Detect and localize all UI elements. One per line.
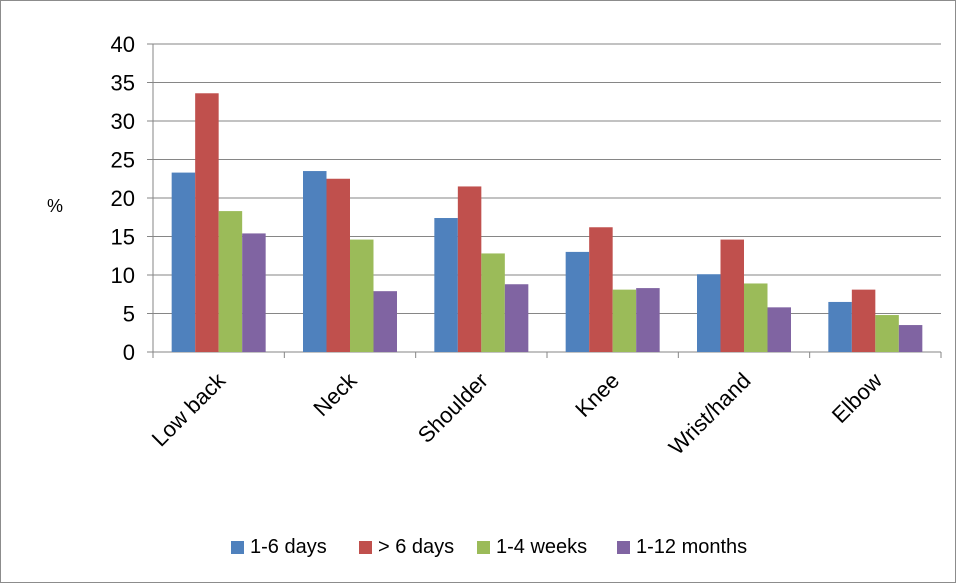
y-tick-label: 10 [111,263,135,288]
gridlines [153,43,941,314]
bar-shoulder-series-4 [504,284,529,352]
bars [171,93,923,352]
x-axis-categories: Low back Neck Shoulder Knee Wrist/hand Elbow [147,367,887,459]
bar-wrist-hand-series-1 [697,274,721,352]
bar-shoulder-series-2 [457,186,482,352]
legend-label: 1-6 days [250,536,327,558]
y-tick-label: 20 [111,186,135,211]
bar-knee-series-4 [636,288,660,352]
bar-knee-series-2 [589,227,613,352]
bar-shoulder-series-3 [481,253,505,352]
y-tick-label: 30 [111,109,135,134]
legend-swatch [359,541,372,554]
axes [147,43,942,358]
bar-neck-series-3 [350,239,374,352]
y-tick-label: 5 [123,302,135,327]
x-category-label: Low back [147,367,231,451]
bar-elbow-series-1 [828,301,852,352]
bar-wrist-hand-series-4 [767,307,791,352]
x-category-label: Neck [308,367,362,421]
bar-neck-series-2 [326,178,350,352]
y-tick-label: 0 [123,340,135,365]
bar-knee-series-3 [612,289,637,352]
legend: 1-6 days > 6 days 1-4 weeks 1-12 months [231,536,747,558]
bar-low-back-series-4 [242,233,266,352]
y-tick-label: 15 [111,225,135,250]
bar-low-back-series-3 [218,211,243,352]
y-tick-label: 25 [111,148,135,173]
bar-elbow-series-3 [875,315,899,352]
y-tick-label: 35 [111,71,135,96]
legend-swatch [617,541,630,554]
bar-low-back-series-1 [171,172,196,352]
bar-wrist-hand-series-2 [720,239,744,352]
bar-elbow-series-2 [851,289,876,352]
legend-label: 1-4 weeks [496,536,587,558]
bar-wrist-hand-series-3 [744,283,768,352]
x-category-label: Elbow [827,368,887,428]
bar-neck-series-4 [373,291,397,352]
legend-swatch [231,541,244,554]
bar-knee-series-1 [565,251,590,352]
bar-neck-series-1 [303,171,327,352]
y-axis-ticks: 0 5 10 15 20 25 30 35 40 [111,32,135,365]
legend-label: 1-12 months [636,536,747,558]
x-category-label: Wrist/hand [664,368,756,460]
legend-label: > 6 days [378,536,454,558]
y-axis-label: % [47,196,63,216]
x-category-label: Knee [570,368,624,422]
bar-low-back-series-2 [195,93,219,352]
legend-swatch [477,541,490,554]
x-category-label: Shoulder [413,368,493,448]
bar-shoulder-series-1 [434,218,458,352]
bar-elbow-series-4 [898,325,923,352]
y-tick-label: 40 [111,32,135,57]
